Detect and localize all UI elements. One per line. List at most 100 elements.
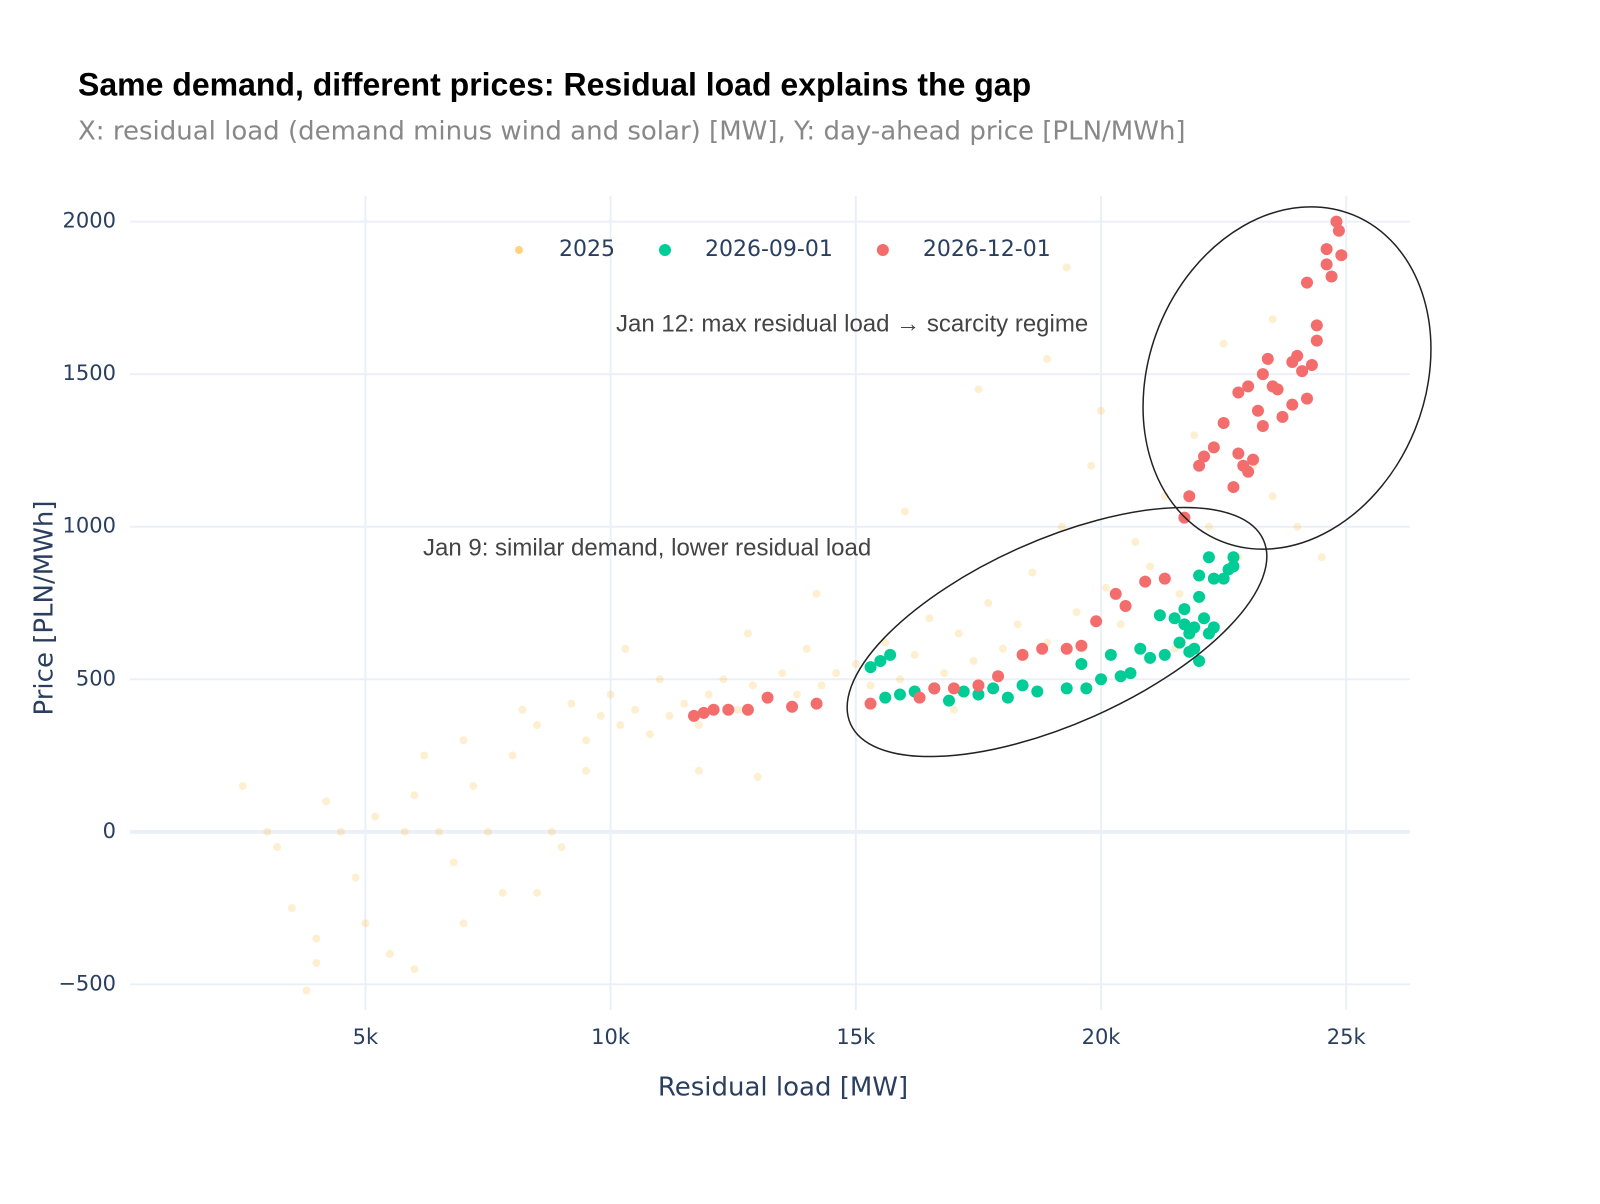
data-point bbox=[1060, 682, 1073, 695]
data-point bbox=[786, 700, 799, 713]
data-point bbox=[1247, 453, 1260, 466]
data-point bbox=[1124, 667, 1137, 680]
data-point bbox=[866, 681, 875, 690]
data-point bbox=[761, 691, 774, 704]
data-point bbox=[1256, 368, 1269, 381]
data-point bbox=[1001, 691, 1014, 704]
data-point bbox=[1305, 359, 1318, 372]
data-point bbox=[631, 705, 640, 714]
data-point bbox=[1198, 612, 1211, 625]
legend-label: 2026-09-01 bbox=[705, 237, 833, 262]
data-point bbox=[954, 629, 963, 638]
data-point bbox=[410, 791, 419, 800]
data-point bbox=[361, 919, 370, 928]
data-point bbox=[533, 888, 542, 897]
data-point bbox=[949, 705, 958, 714]
data-point bbox=[1317, 553, 1326, 562]
data-point bbox=[832, 669, 841, 678]
y-tick-label: 500 bbox=[76, 666, 116, 690]
data-point bbox=[1251, 404, 1264, 417]
data-point bbox=[1256, 420, 1269, 433]
data-point bbox=[1036, 642, 1049, 655]
y-tick-label: 0 bbox=[103, 819, 116, 843]
data-point bbox=[722, 703, 735, 716]
data-point bbox=[1193, 590, 1206, 603]
data-point bbox=[1104, 648, 1117, 661]
data-point bbox=[910, 650, 919, 659]
data-point bbox=[1207, 621, 1220, 634]
annotation: Jan 9: similar demand, lower residual lo… bbox=[423, 534, 871, 561]
data-point bbox=[1332, 224, 1345, 237]
data-point bbox=[1075, 639, 1088, 652]
data-point bbox=[1062, 263, 1071, 272]
data-point bbox=[567, 699, 576, 708]
data-point bbox=[893, 688, 906, 701]
data-point bbox=[969, 656, 978, 665]
data-point bbox=[655, 675, 664, 684]
chart-subtitle: X: residual load (demand minus wind and … bbox=[78, 117, 1186, 147]
data-point bbox=[694, 721, 703, 730]
data-point bbox=[287, 904, 296, 913]
legend-marker bbox=[515, 246, 523, 254]
y-tick-label: 1000 bbox=[63, 514, 116, 538]
data-point bbox=[518, 705, 527, 714]
data-point bbox=[557, 843, 566, 852]
data-point bbox=[263, 827, 272, 836]
data-point bbox=[1158, 648, 1171, 661]
data-point bbox=[1057, 522, 1066, 531]
y-axis-title: Price [PLN/MWh] bbox=[30, 501, 60, 716]
data-point bbox=[1173, 636, 1186, 649]
data-point bbox=[1193, 459, 1206, 472]
data-point bbox=[881, 638, 890, 647]
data-point bbox=[900, 507, 909, 516]
data-point bbox=[1183, 490, 1196, 503]
data-point bbox=[1219, 339, 1228, 348]
x-tick-label: 10k bbox=[591, 1025, 631, 1049]
data-point bbox=[322, 797, 331, 806]
legend-item[interactable]: 2026-12-01 bbox=[876, 237, 1051, 262]
data-point bbox=[704, 690, 713, 699]
data-point bbox=[273, 843, 282, 852]
data-point bbox=[817, 681, 826, 690]
legend-marker bbox=[659, 244, 671, 256]
data-point bbox=[420, 751, 429, 760]
data-point bbox=[864, 697, 877, 710]
data-point bbox=[1198, 450, 1211, 463]
data-point bbox=[879, 691, 892, 704]
data-point bbox=[1060, 642, 1073, 655]
data-point bbox=[1116, 620, 1125, 629]
data-point bbox=[582, 736, 591, 745]
data-point bbox=[312, 959, 321, 968]
data-point bbox=[1320, 258, 1333, 271]
legend-item[interactable]: 2025 bbox=[515, 237, 615, 262]
data-point bbox=[1139, 575, 1152, 588]
data-point bbox=[1325, 270, 1338, 283]
data-point bbox=[1207, 572, 1220, 585]
data-point bbox=[1330, 215, 1343, 228]
data-point bbox=[992, 670, 1005, 683]
data-point bbox=[1190, 431, 1199, 440]
data-point bbox=[434, 827, 443, 836]
data-point bbox=[694, 766, 703, 775]
data-point bbox=[748, 681, 757, 690]
data-point bbox=[1043, 354, 1052, 363]
data-point bbox=[974, 385, 983, 394]
data-point bbox=[743, 629, 752, 638]
data-point bbox=[687, 709, 700, 722]
data-point bbox=[1227, 481, 1240, 494]
data-point bbox=[1291, 349, 1304, 362]
data-point bbox=[469, 782, 478, 791]
legend-item[interactable]: 2026-09-01 bbox=[659, 237, 833, 262]
data-point bbox=[913, 691, 926, 704]
data-point bbox=[972, 688, 985, 701]
data-point bbox=[385, 949, 394, 958]
data-point bbox=[1097, 406, 1106, 415]
data-point bbox=[697, 706, 710, 719]
chart-title: Same demand, different prices: Residual … bbox=[78, 66, 1031, 102]
legend: 2025 2026-09-01 2026-12-01 bbox=[515, 237, 1051, 262]
data-point bbox=[812, 589, 821, 598]
data-point bbox=[1028, 568, 1037, 577]
data-point bbox=[1016, 648, 1029, 661]
data-point bbox=[753, 772, 762, 781]
